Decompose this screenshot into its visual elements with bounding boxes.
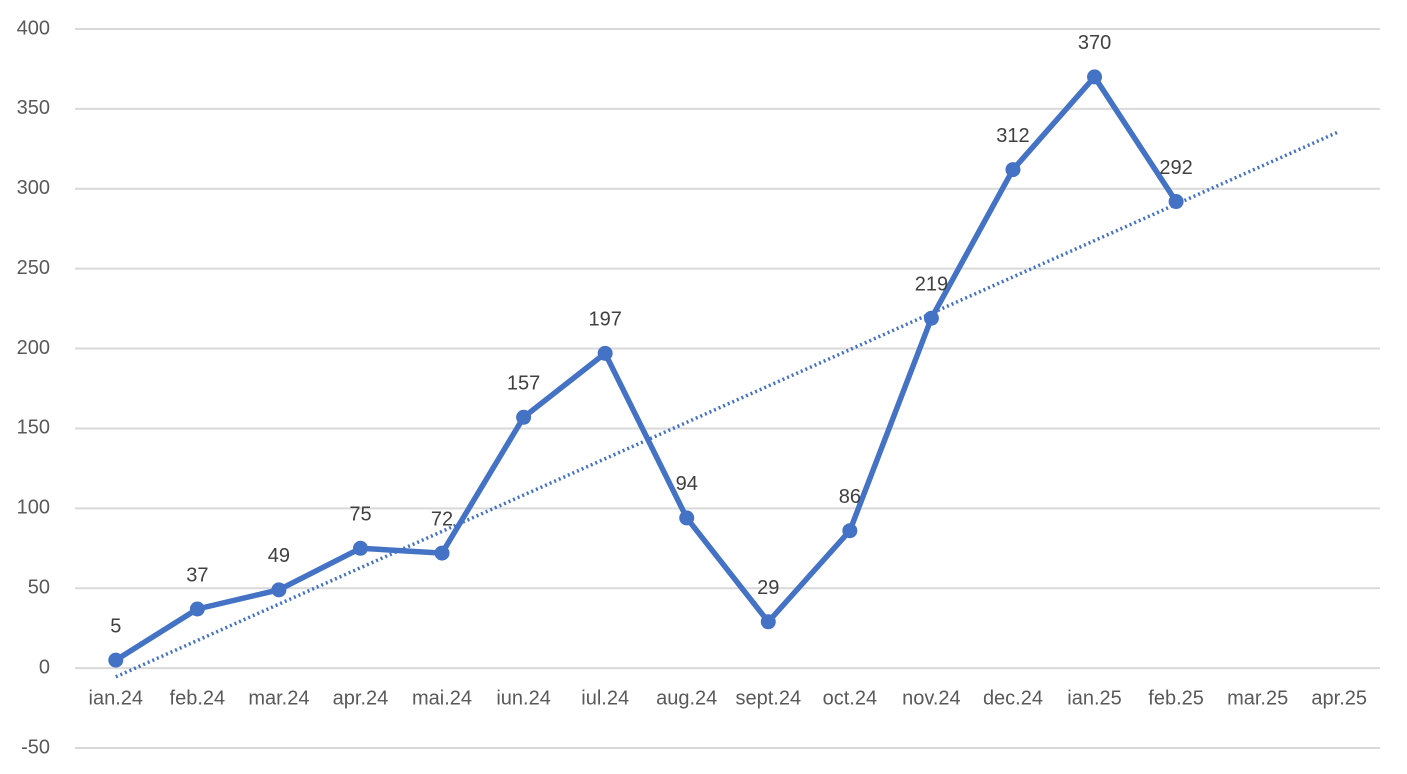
y-tick-label: 350 <box>17 97 50 119</box>
x-tick-label: nov.24 <box>902 687 961 709</box>
x-tick-label: dec.24 <box>983 687 1043 709</box>
x-tick-label: ian.25 <box>1067 687 1122 709</box>
data-point <box>760 614 776 630</box>
data-label: 37 <box>186 564 208 586</box>
data-label: 197 <box>588 309 621 331</box>
data-point <box>597 345 613 361</box>
data-point <box>352 540 368 556</box>
x-tick-label: apr.25 <box>1311 687 1367 709</box>
y-tick-label: 50 <box>28 577 50 599</box>
data-line <box>114 74 1179 663</box>
x-tick-label: iul.24 <box>581 687 629 709</box>
data-label: 72 <box>431 508 453 530</box>
y-tick-label: 250 <box>17 257 50 279</box>
data-point <box>108 652 124 668</box>
trendline <box>115 129 1340 679</box>
data-label: 5 <box>110 615 121 637</box>
x-tick-label: apr.24 <box>333 687 389 709</box>
data-label: 49 <box>268 545 290 567</box>
data-label: 219 <box>915 273 948 295</box>
y-tick-label: 400 <box>17 17 50 39</box>
data-point <box>923 310 939 326</box>
x-tick-label: sept.24 <box>735 687 801 709</box>
x-tick-label: ian.24 <box>89 687 144 709</box>
data-point <box>1005 162 1021 178</box>
data-point <box>679 510 695 526</box>
x-tick-label: feb.25 <box>1148 687 1204 709</box>
y-tick-label: 0 <box>39 656 50 678</box>
data-label: 94 <box>676 473 698 495</box>
data-label: 292 <box>1159 157 1192 179</box>
y-tick-label: -50 <box>21 736 50 758</box>
data-point <box>516 409 532 425</box>
y-tick-label: 200 <box>17 337 50 359</box>
y-tick-label: 100 <box>17 497 50 519</box>
data-label: 312 <box>996 125 1029 147</box>
data-label: 370 <box>1078 32 1111 54</box>
data-label: 157 <box>507 373 540 395</box>
x-tick-label: mai.24 <box>412 687 472 709</box>
data-label: 86 <box>839 486 861 508</box>
y-tick-label: 300 <box>17 177 50 199</box>
data-point <box>271 582 287 598</box>
data-point <box>189 601 205 617</box>
y-tick-label: 150 <box>17 417 50 439</box>
data-point <box>1168 194 1184 210</box>
data-point <box>1087 69 1103 85</box>
data-point <box>842 523 858 539</box>
x-tick-label: aug.24 <box>656 687 717 709</box>
x-tick-label: iun.24 <box>496 687 551 709</box>
x-tick-label: feb.24 <box>170 687 226 709</box>
data-point <box>434 545 450 561</box>
data-label: 75 <box>349 504 371 526</box>
x-tick-label: mar.24 <box>248 687 309 709</box>
x-tick-label: mar.25 <box>1227 687 1288 709</box>
x-tick-label: oct.24 <box>823 687 877 709</box>
data-label: 29 <box>757 577 779 599</box>
